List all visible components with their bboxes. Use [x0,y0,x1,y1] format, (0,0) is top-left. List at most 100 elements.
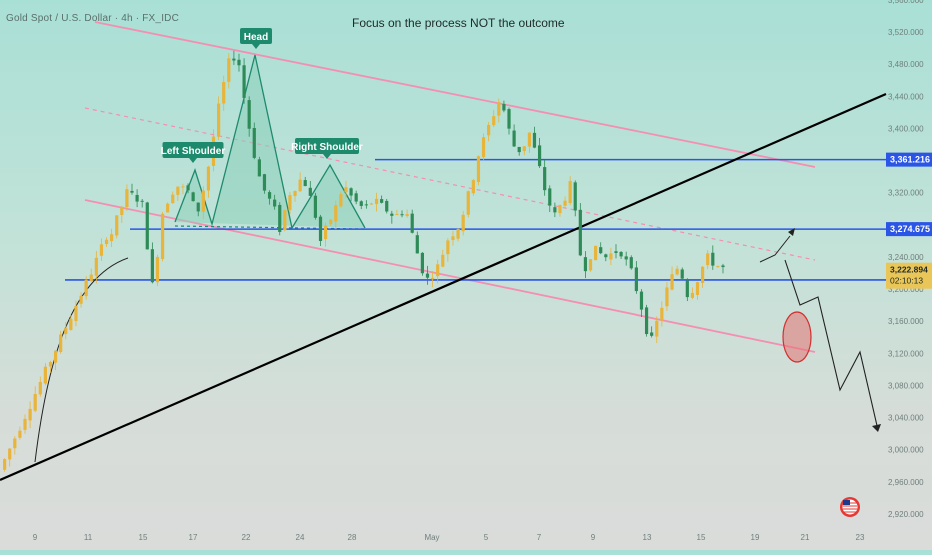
candle-body[interactable] [670,274,674,290]
candle-body[interactable] [339,194,343,207]
candle-body[interactable] [695,282,700,295]
candle-body[interactable] [573,182,577,211]
candle-body[interactable] [415,235,419,254]
candle-body[interactable] [89,274,93,281]
candle-body[interactable] [359,201,363,206]
candle-body[interactable] [33,394,37,411]
candle-body[interactable] [155,256,160,283]
candle-body[interactable] [507,109,511,129]
candle-body[interactable] [364,204,368,206]
candle-body[interactable] [273,199,277,207]
candle-body[interactable] [135,194,139,202]
candle-body[interactable] [420,252,424,274]
candle-body[interactable] [430,277,435,280]
candle-body[interactable] [84,279,88,297]
candle-body[interactable] [706,253,710,266]
candle-body[interactable] [120,206,124,215]
alt-projection[interactable] [759,235,791,263]
candle-body[interactable] [262,174,267,191]
candle-body[interactable] [8,448,12,460]
candle-body[interactable] [619,251,623,257]
candle-body[interactable] [298,179,302,192]
candle-body[interactable] [711,252,715,266]
candle-body[interactable] [497,102,501,116]
candle-body[interactable] [492,116,496,126]
candle-body[interactable] [604,254,608,258]
candle-body[interactable] [553,207,557,213]
candle-body[interactable] [3,459,7,470]
candle-body[interactable] [380,199,384,203]
candle-body[interactable] [354,193,358,202]
candle-body[interactable] [634,267,638,292]
candle-body[interactable] [13,438,17,449]
candle-body[interactable] [191,192,195,202]
candle-body[interactable] [461,214,465,232]
candle-body[interactable] [227,58,231,82]
projection-path[interactable] [784,259,879,431]
candle-body[interactable] [548,188,552,206]
candle-body[interactable] [441,254,445,267]
candle-body[interactable] [568,181,572,204]
candle-body[interactable] [283,210,287,231]
candle-body[interactable] [38,381,42,395]
candle-body[interactable] [374,198,379,205]
candle-body[interactable] [267,192,272,199]
price-level-tag[interactable]: 3,274.675 [886,222,932,237]
candle-body[interactable] [680,269,684,279]
candle-body[interactable] [150,249,154,283]
candle-body[interactable] [716,266,720,268]
candle-body[interactable] [660,307,664,321]
candle-body[interactable] [655,320,659,337]
candle-body[interactable] [481,137,486,158]
candle-body[interactable] [160,213,165,260]
candle-body[interactable] [313,195,318,218]
candle-body[interactable] [186,185,190,191]
candle-body[interactable] [99,244,104,256]
candle-body[interactable] [318,216,323,241]
candle-body[interactable] [624,256,628,260]
candle-body[interactable] [644,307,649,335]
candle-body[interactable] [446,240,450,255]
price-level-tag[interactable]: 3,361.216 [886,152,932,167]
channel-line[interactable] [94,21,816,168]
candle-body[interactable] [471,180,475,194]
candle-body[interactable] [217,103,221,137]
candle-body[interactable] [425,273,430,278]
candle-body[interactable] [181,186,185,188]
candle-body[interactable] [48,361,53,367]
candle-body[interactable] [288,195,292,211]
candle-body[interactable] [110,234,114,242]
candle-body[interactable] [436,264,440,277]
candle-body[interactable] [324,225,328,240]
symbol-label[interactable]: Gold Spot / U.S. Dollar · 4h · FX_IDC [6,13,180,24]
candle-body[interactable] [512,130,516,147]
candle-body[interactable] [344,187,348,193]
trendline[interactable] [0,92,887,482]
candle-body[interactable] [650,332,654,336]
pattern-outline[interactable] [174,54,366,230]
candle-body[interactable] [334,205,338,222]
candle-body[interactable] [410,213,414,233]
candle-body[interactable] [395,214,399,216]
candle-body[interactable] [614,251,618,253]
candle-body[interactable] [176,186,180,195]
candle-body[interactable] [349,188,353,196]
candle-body[interactable] [583,257,588,272]
candle-body[interactable] [43,366,47,384]
candle-body[interactable] [369,203,374,205]
candle-body[interactable] [115,215,119,236]
candle-body[interactable] [69,318,73,330]
candle-body[interactable] [59,334,63,353]
candle-body[interactable] [28,408,32,421]
candle-body[interactable] [390,213,394,216]
candle-body[interactable] [53,350,58,363]
candle-body[interactable] [558,205,562,214]
candle-body[interactable] [64,328,68,335]
candle-body[interactable] [74,305,78,322]
candle-body[interactable] [400,214,404,216]
candle-body[interactable] [196,202,200,212]
candle-body[interactable] [629,257,633,269]
candle-body[interactable] [690,292,695,298]
channel-line[interactable] [84,199,816,353]
candle-body[interactable] [487,124,491,136]
